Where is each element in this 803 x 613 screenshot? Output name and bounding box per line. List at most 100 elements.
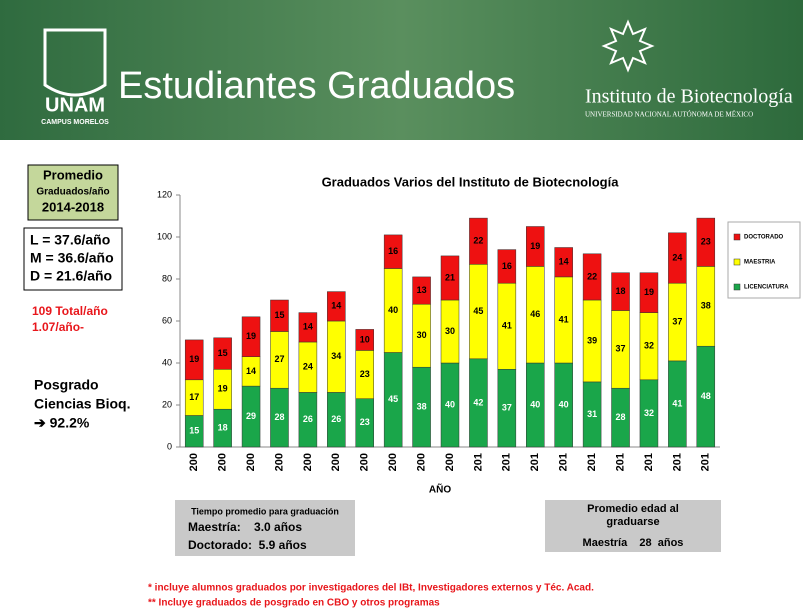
value-label: 27	[274, 354, 284, 364]
average: D = 21.6/año	[30, 268, 112, 284]
value-label: 41	[502, 321, 512, 331]
value-label: 37	[502, 403, 512, 413]
bar-segment	[383, 234, 403, 269]
footnote: ** Incluye graduados de posgrado en CBO …	[148, 598, 440, 608]
value-label: 37	[616, 344, 626, 354]
bar-segment	[440, 255, 460, 301]
bar-segment	[270, 299, 289, 332]
x-tick-label: 201	[529, 453, 541, 471]
value-label: 40	[445, 399, 455, 409]
value-label: 34	[331, 351, 341, 361]
value-label: 45	[473, 306, 483, 316]
x-axis-title: AÑO	[429, 483, 451, 496]
legend-label: DOCTORADO	[744, 235, 784, 241]
value-label: 15	[189, 426, 199, 436]
bar-segment	[668, 232, 687, 284]
value-label: 45	[388, 394, 398, 404]
value-label: 46	[530, 309, 540, 319]
value-label: 48	[701, 391, 711, 401]
posgrado: Ciencias Bioq.	[34, 396, 130, 412]
promedio-box	[27, 164, 119, 221]
value-label: 23	[360, 369, 370, 379]
time-title: Tiempo promedio para graduación	[191, 506, 339, 516]
value-label: 19	[530, 241, 540, 251]
y-tick-label: 20	[162, 399, 172, 409]
x-tick-label: 200	[217, 453, 229, 471]
logo-subtext: CAMPUS MORELOS	[41, 119, 109, 126]
university: UNIVERSIDAD NACIONAL AUTÓNOMA DE MÉXICO	[585, 111, 753, 119]
age-line: Maestría 28 años	[583, 537, 684, 549]
promedio-sub: Graduados/año	[36, 187, 109, 198]
x-tick-label: 201	[586, 453, 598, 471]
bar-segment	[412, 276, 431, 305]
value-label: 17	[189, 392, 199, 402]
bar-segment	[298, 312, 318, 343]
bar-segment	[241, 316, 261, 357]
x-tick-label: 200	[359, 453, 371, 471]
value-label: 15	[218, 348, 228, 358]
value-label: 16	[502, 261, 512, 271]
value-label: 29	[246, 411, 256, 421]
bar-segment	[639, 272, 659, 313]
y-tick-label: 80	[162, 273, 172, 283]
x-tick-label: 200	[330, 453, 342, 471]
legend-label: LICENCIATURA	[744, 285, 789, 291]
value-label: 32	[644, 408, 654, 418]
logo-text: UNAM	[45, 94, 105, 116]
value-label: 24	[672, 252, 682, 262]
value-label: 41	[559, 314, 569, 324]
value-label: 31	[587, 409, 597, 419]
header-title: Estudiantes Graduados	[118, 65, 515, 107]
plot: 0 20 40 60 80 100 120 200 15 17 19 200 18 19 15 200 29 14…	[157, 189, 801, 471]
header-bg	[0, 0, 803, 140]
time-line: Maestría: 3.0 años	[188, 520, 302, 534]
logo-shield	[43, 28, 107, 97]
value-label: 22	[587, 271, 597, 281]
value-label: 42	[473, 397, 483, 407]
x-tick-label: 200	[302, 453, 314, 471]
x-tick-label: 200	[387, 453, 399, 471]
value-label: 30	[417, 330, 427, 340]
averages-box	[23, 227, 123, 291]
value-label: 13	[417, 285, 427, 295]
value-label: 14	[331, 301, 341, 311]
age-box	[545, 500, 721, 552]
legend-swatch	[733, 283, 741, 291]
x-tick-label: 201	[501, 453, 513, 471]
value-label: 37	[672, 316, 682, 326]
x-tick-label: 200	[188, 453, 200, 471]
bar-segment	[611, 272, 630, 311]
value-label: 14	[303, 322, 313, 332]
age-title: Promedio edad al graduarse	[587, 503, 679, 528]
value-label: 40	[559, 399, 569, 409]
value-label: 14	[246, 366, 256, 376]
value-label: 14	[559, 257, 569, 267]
bar-segment	[582, 253, 602, 301]
bar-segment	[526, 226, 545, 267]
value-label: 16	[388, 246, 398, 256]
x-tick-label: 200	[415, 453, 427, 471]
value-label: 23	[360, 417, 370, 427]
value-label: 19	[218, 384, 228, 394]
bar-segment	[327, 291, 346, 322]
bar-segment	[355, 329, 374, 351]
y-tick-label: 120	[157, 189, 172, 199]
promedio-years: 2014-2018	[42, 199, 104, 214]
value-label: 21	[445, 272, 455, 282]
x-tick-label: 201	[671, 453, 683, 471]
x-tick-label: 201	[558, 453, 570, 471]
x-tick-label: 200	[444, 453, 456, 471]
value-label: 10	[360, 334, 370, 344]
ratio: 1.07/año-	[32, 320, 84, 334]
bar-segment	[497, 249, 517, 284]
x-tick-label: 201	[700, 453, 712, 471]
posgrado: Posgrado	[34, 377, 99, 393]
legend-label: MAESTRIA	[744, 260, 776, 266]
x-tick-label: 201	[614, 453, 626, 471]
value-label: 15	[274, 310, 284, 320]
value-label: 28	[616, 412, 626, 422]
chart-title: Graduados Varios del Instituto de Biotec…	[322, 174, 620, 189]
time-box	[175, 500, 355, 556]
bar-segment	[469, 217, 488, 265]
value-label: 19	[644, 287, 654, 297]
